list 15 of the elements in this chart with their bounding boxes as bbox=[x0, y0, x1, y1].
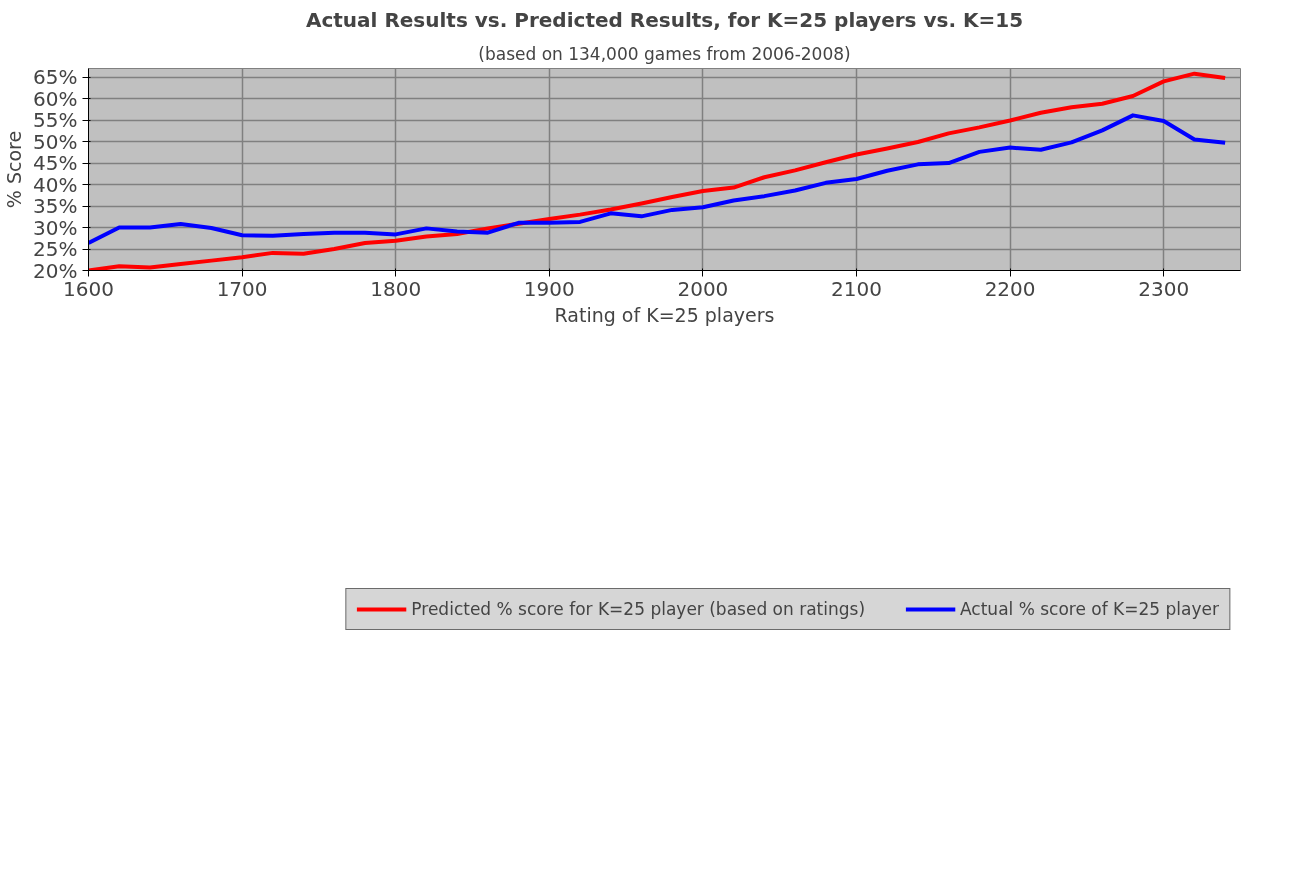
x-tick-label: 1700 bbox=[216, 276, 268, 301]
legend-label: Predicted % score for K=25 player (based on ratings) bbox=[411, 599, 866, 619]
x-tick-label: 2000 bbox=[677, 276, 729, 301]
x-axis-title: Rating of K=25 players bbox=[554, 303, 775, 326]
x-tick-label: 1800 bbox=[370, 276, 422, 301]
legend-label: Actual % score of K=25 player bbox=[960, 599, 1219, 619]
line-series bbox=[88, 113, 1228, 245]
line-series bbox=[88, 71, 1228, 271]
chart-title: Actual Results vs. Predicted Results, for K=25 players vs. K=15 bbox=[305, 7, 1024, 32]
x-tick-label: 2300 bbox=[1138, 276, 1190, 301]
x-tick-label: 2200 bbox=[984, 276, 1036, 301]
y-axis-title: % Score bbox=[3, 130, 26, 209]
x-tick-label: 2100 bbox=[831, 276, 882, 301]
x-tick-label: 1900 bbox=[523, 276, 575, 301]
chart-subtitle: (based on 134,000 games from 2006-2008) bbox=[478, 43, 851, 64]
